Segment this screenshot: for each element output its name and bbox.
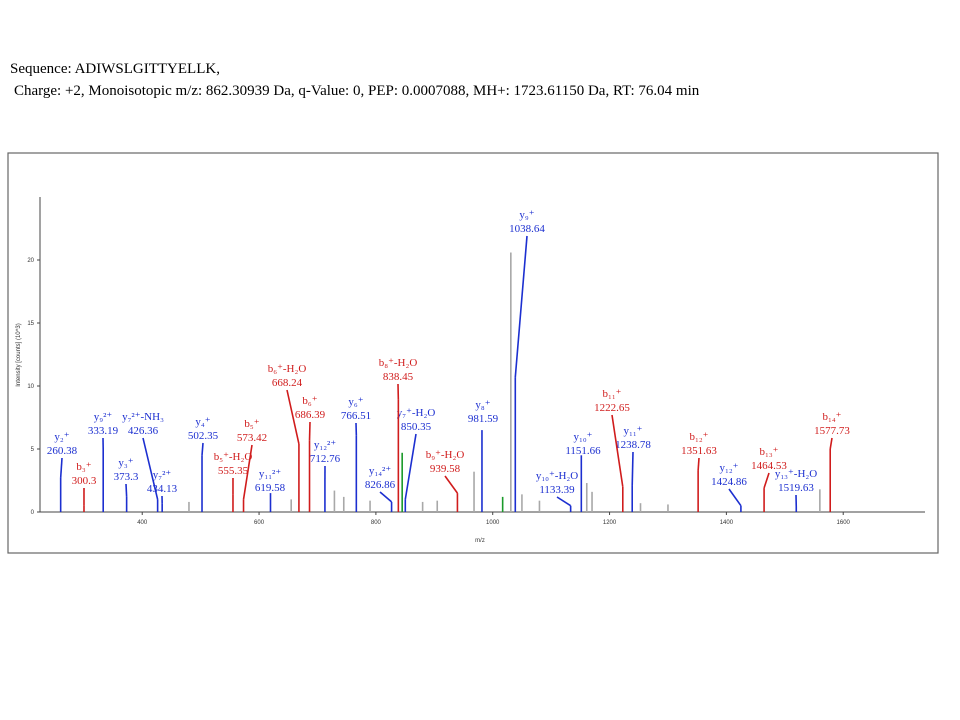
ion-label: y₁₁⁺: [624, 425, 643, 437]
ion-label: y₆⁺: [348, 396, 363, 408]
mz-label: 1151.66: [565, 445, 601, 457]
leader-line: [631, 451, 634, 486]
x-tick-label: 1400: [720, 520, 734, 526]
mz-label: 434.13: [147, 483, 178, 495]
details: Charge: +2, Monoisotopic m/z: 862.30939 …: [14, 83, 700, 99]
mz-label: 1222.65: [594, 402, 630, 414]
ion-label: b₅⁺-H₂O: [214, 451, 253, 463]
leader-line: [201, 442, 204, 456]
mz-label: 502.35: [188, 430, 219, 442]
chart-frame: [7, 152, 939, 554]
ion-label: y₁₄²⁺: [369, 465, 391, 477]
mz-label: 850.35: [401, 421, 432, 433]
leader-line: [444, 475, 459, 494]
leader-line: [379, 491, 393, 503]
ion-label: b₆⁺: [302, 395, 317, 407]
leader-line: [763, 472, 770, 489]
mz-label: 1238.78: [615, 439, 651, 451]
mz-label: 373.3: [114, 471, 139, 483]
sequence: Sequence: ADIWSLGITTYELLK,: [10, 61, 220, 77]
ion-label: y₁₁²⁺: [259, 468, 281, 480]
ion-label: y₁₂²⁺: [314, 439, 336, 451]
ion-label: y₉⁺: [519, 209, 534, 221]
ion-label: y₂⁺: [54, 431, 69, 443]
ion-label: b₉⁺-H₂O: [426, 449, 465, 461]
ion-label: b₁₁⁺: [603, 388, 622, 400]
leader-line: [514, 235, 528, 378]
ion-label: y₁₀⁺: [574, 431, 593, 443]
leader-line: [728, 488, 742, 507]
mz-label: 426.36: [128, 425, 159, 437]
mz-label: 826.86: [365, 479, 396, 491]
leader-line: [142, 437, 159, 500]
y-tick-label: 20: [27, 258, 34, 264]
ion-label: y₇²⁺: [153, 469, 172, 481]
y-axis-label: Intensity [counts] (10^3): [16, 323, 22, 387]
mz-label: 260.38: [47, 445, 78, 457]
mz-label: 1519.63: [778, 482, 814, 494]
x-tick-label: 1600: [837, 520, 851, 526]
mz-label: 1424.86: [711, 476, 747, 488]
ion-label: y₁₂⁺: [720, 462, 739, 474]
x-tick-label: 1200: [603, 520, 617, 526]
mz-label: 1133.39: [539, 484, 575, 496]
mz-label: 668.24: [272, 377, 303, 389]
leader-line: [829, 437, 833, 450]
ion-label: b₃⁺: [76, 461, 91, 473]
ion-label: y₇²⁺-NH₃: [122, 411, 164, 423]
leader-line: [242, 444, 253, 500]
mz-label: 981.59: [468, 413, 499, 425]
leader-line: [404, 433, 417, 500]
mz-label: 573.42: [237, 432, 267, 444]
mz-label: 1351.63: [681, 445, 717, 457]
mz-label: 939.58: [430, 463, 461, 475]
y-tick-label: 10: [27, 384, 34, 390]
ion-label: b₆⁺-H₂O: [268, 363, 307, 375]
mz-label: 838.45: [383, 371, 414, 383]
mz-label: 1038.64: [509, 223, 545, 235]
leader-line: [125, 483, 128, 497]
mz-label: 619.58: [255, 482, 286, 494]
mz-label: 766.51: [341, 410, 371, 422]
mz-label: 333.19: [88, 425, 119, 437]
mz-label: 686.39: [295, 409, 326, 421]
leader-line: [556, 496, 572, 507]
ion-label: b₈⁺-H₂O: [379, 357, 418, 369]
ion-label: y₃⁺: [118, 457, 133, 469]
leader-line: [697, 457, 700, 471]
mz-label: 555.35: [218, 465, 249, 477]
mz-label: 712.76: [310, 453, 341, 465]
x-axis-label: m/z: [475, 538, 485, 544]
mz-label: 1464.53: [751, 460, 787, 472]
ion-label: y₉²⁺: [94, 411, 113, 423]
ion-label: b₁₂⁺: [690, 431, 709, 443]
ion-label: y₁₀⁺-H₂O: [536, 470, 578, 482]
ion-label: b₁₄⁺: [823, 411, 842, 423]
leader-line: [286, 389, 300, 445]
ion-label: y₇⁺-H₂O: [397, 407, 436, 419]
y-tick-label: 0: [31, 510, 35, 516]
x-tick-label: 400: [137, 520, 148, 526]
ion-label: b₁₃⁺: [760, 446, 779, 458]
mz-label: 300.3: [72, 475, 97, 487]
y-tick-label: 5: [31, 447, 35, 453]
leader-line: [611, 414, 624, 487]
ion-label: y₁₃⁺-H₂O: [775, 468, 817, 480]
ion-label: y₈⁺: [475, 399, 490, 411]
leader-line: [59, 457, 63, 479]
ion-label: y₄⁺: [195, 416, 210, 428]
x-tick-label: 1000: [486, 520, 500, 526]
x-tick-label: 600: [254, 520, 265, 526]
mz-label: 1577.73: [814, 425, 850, 437]
ion-label: b₅⁺: [244, 418, 259, 430]
y-tick-label: 15: [27, 321, 34, 327]
x-tick-label: 800: [371, 520, 382, 526]
